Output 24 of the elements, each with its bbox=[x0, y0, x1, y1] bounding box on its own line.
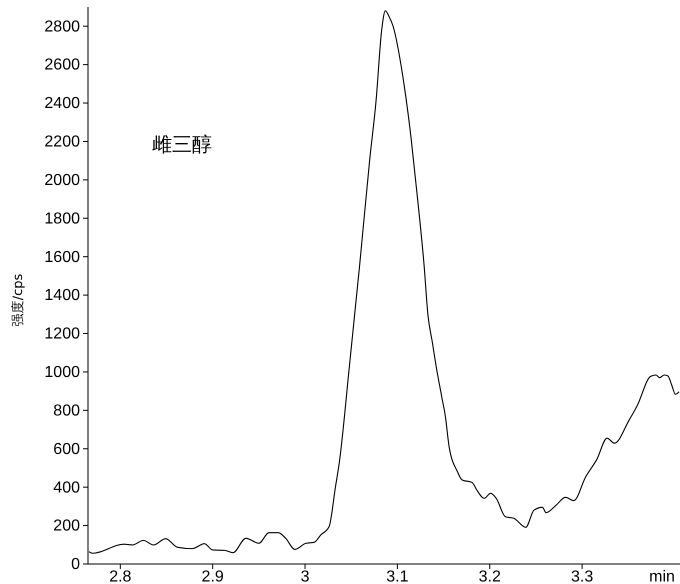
y-tick-label: 400 bbox=[53, 479, 80, 496]
y-tick-label: 1200 bbox=[44, 326, 80, 343]
y-tick-label: 2200 bbox=[44, 134, 80, 151]
y-tick-label: 2000 bbox=[44, 172, 80, 189]
y-tick-label: 1600 bbox=[44, 248, 80, 266]
y-tick-label: 2400 bbox=[44, 95, 80, 112]
y-tick-label: 800 bbox=[53, 402, 80, 420]
x-axis-title: min bbox=[649, 568, 675, 584]
x-tick-label: 2.9 bbox=[202, 568, 224, 584]
x-tick-label: 3.2 bbox=[478, 568, 501, 584]
y-axis-title: 强度/cps bbox=[10, 274, 26, 326]
x-tick-label: 2.8 bbox=[109, 568, 132, 584]
y-tick-label: 1400 bbox=[44, 287, 80, 304]
y-tick-label: 600 bbox=[53, 440, 80, 458]
y-tick-label: 2600 bbox=[44, 56, 80, 74]
x-tick-label: 3.1 bbox=[386, 568, 409, 584]
y-tick-label: 2800 bbox=[44, 18, 80, 36]
y-tick-label: 1800 bbox=[44, 210, 80, 228]
y-tick-label: 0 bbox=[71, 556, 80, 574]
x-tick-label: 3.3 bbox=[570, 568, 594, 584]
y-tick-label: 1000 bbox=[44, 364, 80, 382]
x-tick-label: 3 bbox=[300, 568, 310, 584]
y-tick-label: 200 bbox=[53, 518, 80, 535]
text: 雌三醇 bbox=[152, 132, 212, 156]
